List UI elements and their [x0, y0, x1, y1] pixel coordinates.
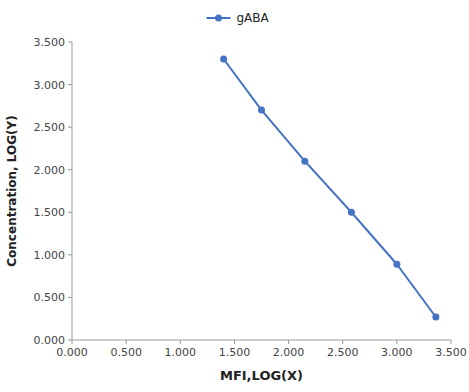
x-tick-label: 3.000 [381, 346, 413, 359]
x-tick [72, 340, 73, 344]
y-tick-label: 0.000 [34, 334, 66, 347]
x-tick-label: 3.500 [435, 346, 467, 359]
y-tick-label: 1.500 [34, 206, 66, 219]
y-tick-label: 3.000 [34, 79, 66, 92]
y-tick [68, 42, 72, 43]
x-tick [342, 340, 343, 344]
y-tick-label: 3.500 [34, 36, 66, 49]
point [301, 158, 308, 165]
plot-area [220, 56, 439, 321]
x-tick-label: 2.000 [273, 346, 305, 359]
y-tick [68, 84, 72, 85]
y-tick [68, 212, 72, 213]
y-tick-label: 1.000 [34, 249, 66, 262]
x-axis-line [72, 340, 451, 341]
y-tick-label: 0.500 [34, 291, 66, 304]
point [348, 209, 355, 216]
y-axis-line [72, 42, 73, 340]
x-tick [234, 340, 235, 344]
point [220, 56, 227, 63]
chart: 0.000 0.500 1.000 1.500 2.000 2.500 3.000 3.500… [0, 0, 469, 392]
x-tick [288, 340, 289, 344]
line [224, 59, 436, 317]
x-tick-label: 2.500 [327, 346, 359, 359]
x-axis-label: MFI,LOG(X) [220, 368, 303, 383]
x-tick [396, 340, 397, 344]
y-tick [68, 297, 72, 298]
x-tick-label: 0.000 [56, 346, 88, 359]
point [393, 261, 400, 268]
y-axis-label: Concentration, LOG(Y) [5, 115, 19, 266]
y-tick [68, 127, 72, 128]
x-tick-label: 1.000 [165, 346, 197, 359]
x-tick [126, 340, 127, 344]
y-tick [68, 254, 72, 255]
point [258, 107, 265, 114]
legend: gABA [207, 11, 270, 25]
legend-marker [215, 15, 222, 22]
point [432, 314, 439, 321]
x-tick [180, 340, 181, 344]
legend-label: gABA [237, 11, 270, 25]
y-tick-label: 2.500 [34, 121, 66, 134]
x-tick-label: 1.500 [219, 346, 251, 359]
y-tick-label: 2.000 [34, 164, 66, 177]
x-tick-label: 0.500 [110, 346, 142, 359]
x-tick [451, 340, 452, 344]
y-tick [68, 169, 72, 170]
y-tick [68, 340, 72, 341]
